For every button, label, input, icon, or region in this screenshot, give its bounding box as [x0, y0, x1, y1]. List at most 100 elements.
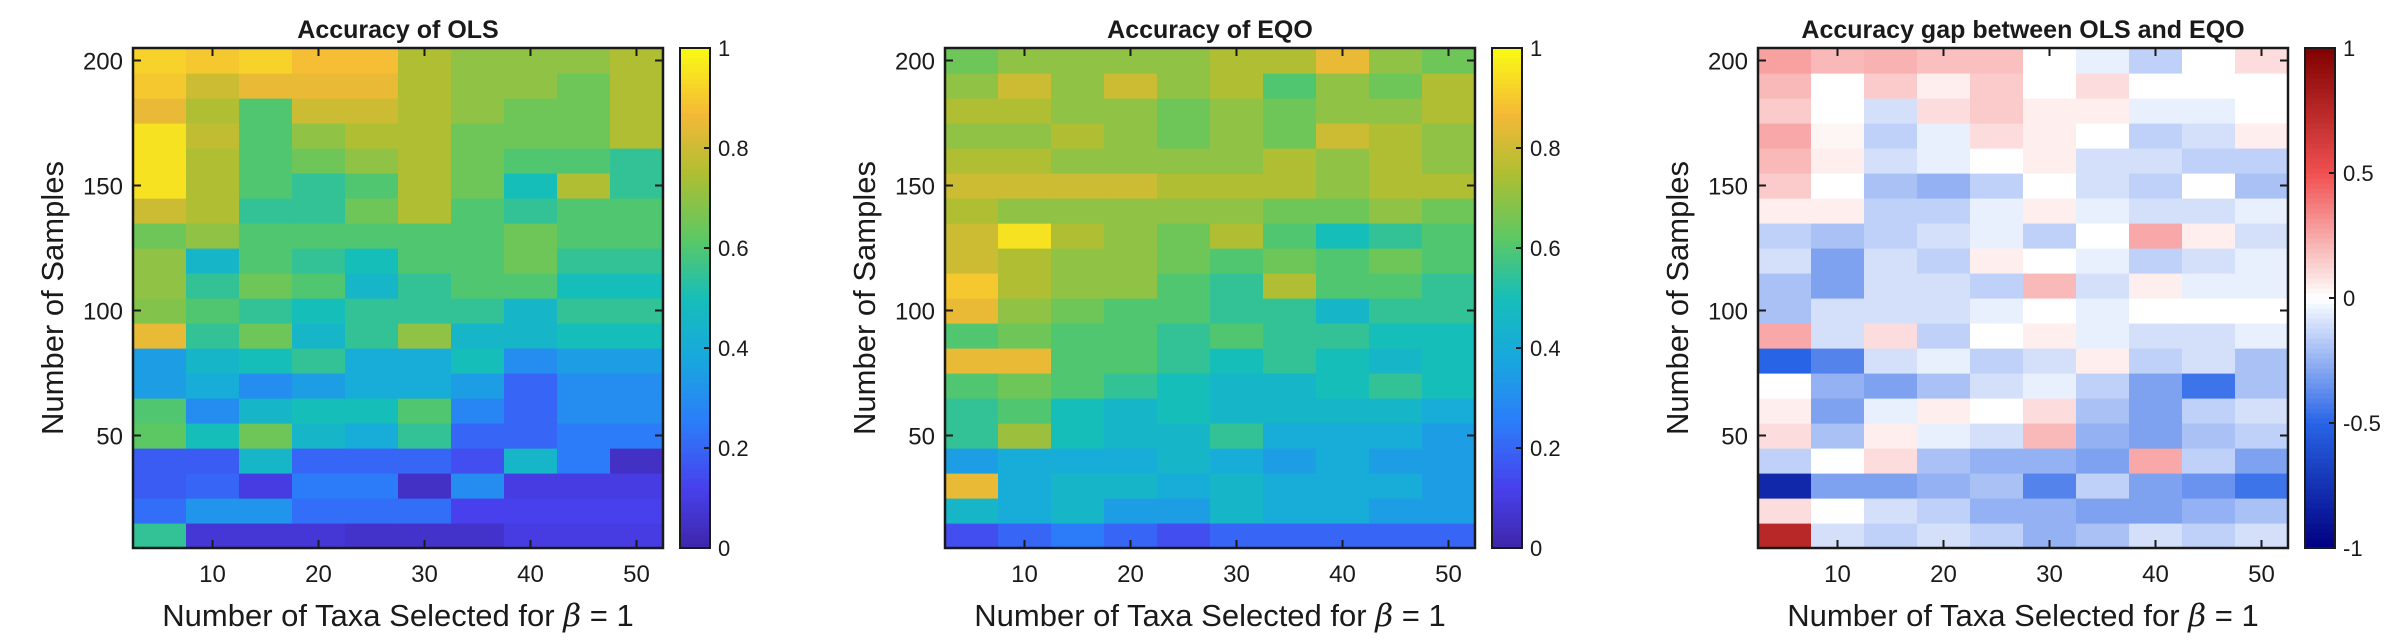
heatmap-cell [1316, 498, 1370, 524]
heatmap-cell [398, 198, 452, 224]
heatmap-cell [998, 123, 1052, 149]
heatmap-cell [345, 198, 399, 224]
heatmap-cell [1263, 123, 1317, 149]
heatmap-cell [1104, 498, 1158, 524]
heatmap-cell [504, 373, 558, 399]
heatmap-cell [239, 173, 293, 199]
heatmap-cell [1263, 73, 1317, 99]
heatmap-cell [1051, 223, 1105, 249]
heatmap-cell [133, 398, 187, 424]
heatmap-cell [610, 373, 664, 399]
heatmap-cell [398, 148, 452, 174]
heatmap-cell [1051, 298, 1105, 324]
heatmap-cell [2182, 523, 2236, 549]
heatmap-cell [1157, 523, 1211, 549]
heatmap-cell [1157, 298, 1211, 324]
colorbar-swatch [1492, 433, 1522, 439]
heatmap-cell [2076, 248, 2130, 274]
heatmap-cell [557, 248, 611, 274]
heatmap-cell [292, 198, 346, 224]
heatmap-cell [2076, 323, 2130, 349]
heatmap-cell [1316, 173, 1370, 199]
heatmap-cell [2076, 373, 2130, 399]
heatmap-cell [451, 148, 505, 174]
heatmap-cell [945, 398, 999, 424]
colorbar-swatch [2305, 353, 2335, 359]
heatmap-cell [504, 123, 558, 149]
colorbar-swatch [2305, 173, 2335, 179]
heatmap-cell [1917, 323, 1971, 349]
heatmap-cell [1051, 98, 1105, 124]
heatmap-cell [451, 223, 505, 249]
colorbar-swatch [680, 438, 710, 444]
heatmap-cell [133, 523, 187, 549]
colorbar: 0 0.2 0.4 0.6 0.8 1 [1491, 36, 1561, 561]
heatmap-cell [239, 373, 293, 399]
colorbar-swatch [1492, 148, 1522, 154]
heatmap-cell [186, 298, 240, 324]
x-ticks: 10 20 30 40 50 [1011, 48, 1462, 588]
heatmap-cell [2182, 373, 2236, 399]
heatmap-cell [945, 48, 999, 74]
colorbar-swatch [680, 243, 710, 249]
heatmap-cell [398, 373, 452, 399]
colorbar-tick-label: 0.6 [1530, 236, 1561, 261]
heatmap-cell [239, 148, 293, 174]
colorbar-swatch [1492, 53, 1522, 59]
heatmap-cell [1263, 48, 1317, 74]
heatmap-cell [345, 448, 399, 474]
colorbar-swatch [1492, 98, 1522, 104]
heatmap-cell [1051, 48, 1105, 74]
heatmap-cell [1970, 173, 2024, 199]
heatmap-cell [1263, 398, 1317, 424]
colorbar-swatch [680, 103, 710, 109]
heatmap-cell [2076, 473, 2130, 499]
heatmap-cell [1210, 98, 1264, 124]
heatmap-cell [345, 348, 399, 374]
heatmap-cell [398, 473, 452, 499]
heatmap-cell [557, 198, 611, 224]
colorbar-swatch [2305, 513, 2335, 519]
heatmap-cell [1104, 173, 1158, 199]
heatmap-cell [1051, 173, 1105, 199]
heatmap-cell [1970, 148, 2024, 174]
heatmap-cell [557, 523, 611, 549]
heatmap-cell [239, 323, 293, 349]
heatmap-cell [1422, 198, 1476, 224]
colorbar-swatch [680, 78, 710, 84]
heatmap-cell [1051, 273, 1105, 299]
colorbar-swatch [2305, 333, 2335, 339]
heatmap-cell [2182, 48, 2236, 74]
heatmap-cell [1422, 498, 1476, 524]
colorbar-swatch [2305, 533, 2335, 539]
heatmap-cell [345, 273, 399, 299]
heatmap-cell [2023, 448, 2077, 474]
heatmap-cell [998, 173, 1052, 199]
colorbar-tick-label: -1 [2343, 536, 2363, 561]
heatmap-cell [1051, 498, 1105, 524]
colorbar-swatch [2305, 113, 2335, 119]
heatmap-cell [2076, 448, 2130, 474]
colorbar-swatch [680, 313, 710, 319]
heatmap-cell [945, 273, 999, 299]
colorbar-tick-label: 0.6 [718, 236, 749, 261]
heatmap-cell [945, 98, 999, 124]
heatmap-cell [998, 73, 1052, 99]
colorbar-swatch [2305, 493, 2335, 499]
heatmap-cell [1758, 448, 1812, 474]
colorbar-swatch [680, 388, 710, 394]
heatmap-cell [1811, 248, 1865, 274]
heatmap-cell [292, 373, 346, 399]
colorbar-swatch [680, 418, 710, 424]
colorbar-swatch [680, 278, 710, 284]
heatmap-cell [504, 73, 558, 99]
heatmap-cell [557, 323, 611, 349]
colorbar-swatch [680, 478, 710, 484]
colorbar-swatch [2305, 53, 2335, 59]
heatmap-cell [1210, 448, 1264, 474]
colorbar-swatch [2305, 373, 2335, 379]
heatmap-cell [2023, 198, 2077, 224]
heatmap-cell [186, 273, 240, 299]
